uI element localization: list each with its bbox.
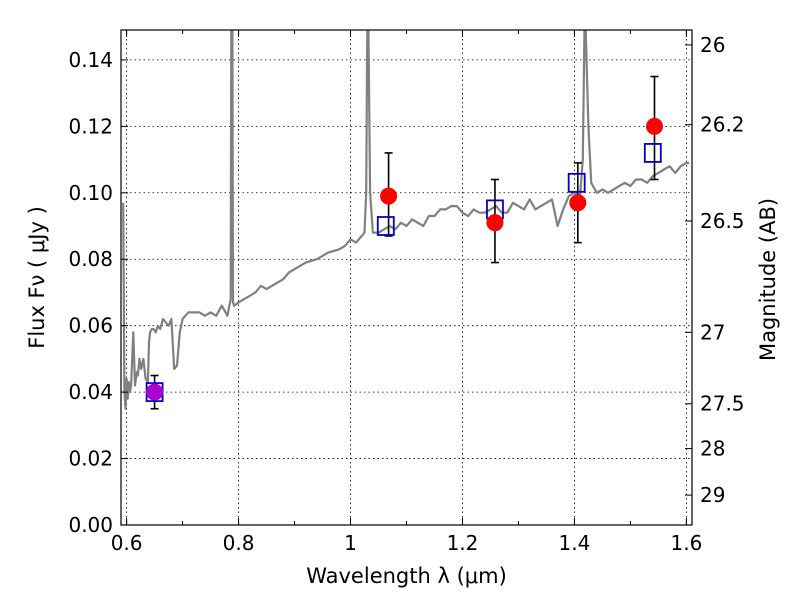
spectrum-layer bbox=[122, 30, 690, 410]
model-layer bbox=[145, 143, 662, 403]
y-tick-label: 0.02 bbox=[68, 447, 113, 471]
spectrum-line bbox=[122, 30, 690, 410]
model-square bbox=[643, 143, 662, 163]
y2-tick-label: 27 bbox=[700, 320, 725, 344]
y2-tick-label: 29 bbox=[700, 483, 725, 507]
x-tick-label: 1.4 bbox=[559, 531, 591, 555]
observed-point bbox=[569, 194, 587, 212]
y2-tick-label: 26.2 bbox=[700, 113, 745, 137]
grid-layer bbox=[121, 30, 692, 526]
x-tick-label: 0.6 bbox=[111, 531, 143, 555]
x-axis-title: Wavelength λ (μm) bbox=[306, 564, 507, 588]
plot-frame bbox=[120, 29, 693, 526]
y2-axis-title: Magnitude (AB) bbox=[756, 198, 780, 361]
y2-tick-label: 26.5 bbox=[700, 209, 745, 233]
y-tick-label: 0.14 bbox=[68, 48, 113, 72]
x-tick-label: 1 bbox=[344, 531, 357, 555]
observed-point bbox=[146, 383, 164, 401]
y2-tick-label: 26 bbox=[700, 33, 725, 57]
x-tick-label: 1.2 bbox=[447, 531, 479, 555]
model-square bbox=[376, 216, 395, 236]
y-axis-title: Flux Fν ( μJy ) bbox=[25, 206, 49, 349]
y-tick-label: 0.08 bbox=[68, 247, 113, 271]
y-tick-label: 0.00 bbox=[68, 513, 113, 537]
y-tick-label: 0.10 bbox=[68, 181, 113, 205]
label-layer: 0.6 0.8 1 1.2 1.4 1.6 0.00 0.02 0.04 0.06 0.08 0.10… bbox=[68, 33, 744, 555]
observed-point bbox=[380, 187, 398, 205]
x-tick-label: 0.8 bbox=[223, 531, 255, 555]
model-square bbox=[567, 172, 586, 193]
y-tick-label: 0.04 bbox=[68, 380, 113, 404]
y-tick-label: 0.06 bbox=[68, 314, 113, 338]
x-tick-label: 1.6 bbox=[670, 531, 702, 555]
observed-point bbox=[486, 214, 504, 232]
y2-tick-label: 28 bbox=[700, 437, 725, 461]
y-tick-label: 0.12 bbox=[68, 114, 113, 138]
obs-layer bbox=[146, 117, 663, 401]
y2-tick-label: 27.5 bbox=[700, 392, 745, 416]
observed-point bbox=[645, 117, 663, 135]
tick-layer bbox=[121, 30, 692, 526]
